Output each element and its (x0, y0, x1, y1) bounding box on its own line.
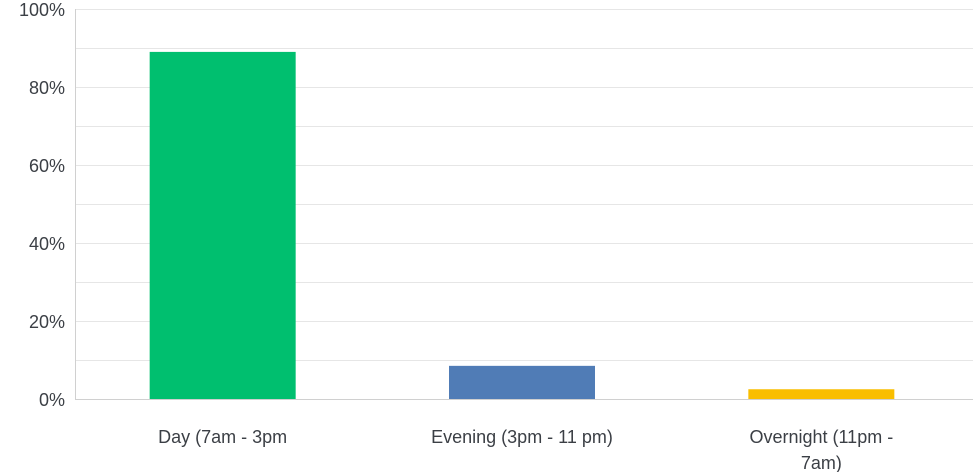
y-tick-label: 100% (19, 0, 65, 20)
y-tick-label: 80% (29, 78, 65, 98)
y-tick-label: 60% (29, 156, 65, 176)
y-tick-label: 0% (39, 390, 65, 410)
bar (149, 51, 296, 400)
category-label: Evening (3pm - 11 pm) (431, 427, 613, 447)
y-tick-label: 20% (29, 312, 65, 332)
y-tick-labels: 0% 20% 40% 60% 80% 100% (19, 0, 65, 410)
category-label: Day (7am - 3pm (158, 427, 287, 447)
y-tick-label: 40% (29, 234, 65, 254)
bars (149, 51, 895, 400)
category-labels: Day (7am - 3pm Evening (3pm - 11 pm) Overn… (158, 427, 893, 472)
category-label: Overnight (11pm -7am) (749, 427, 893, 472)
axes (75, 9, 973, 400)
bar (748, 389, 895, 399)
bar (449, 365, 595, 399)
